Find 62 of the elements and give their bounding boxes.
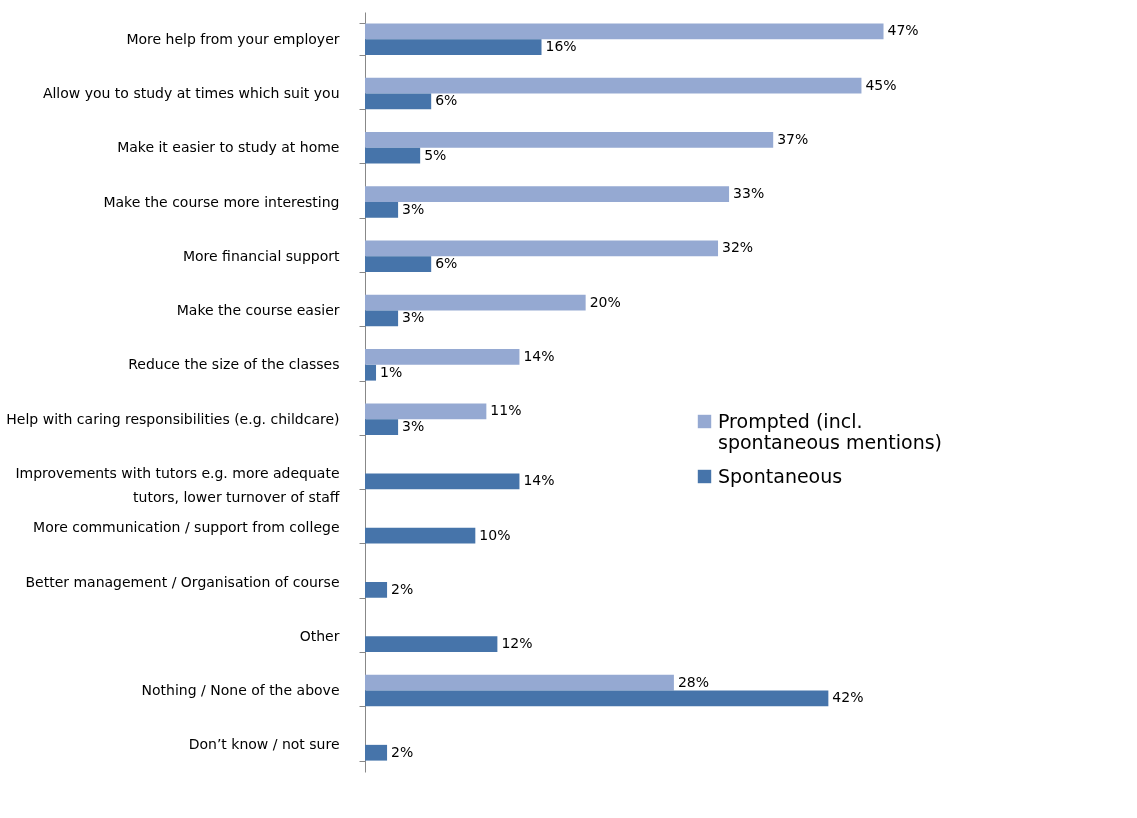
data-label: 12%	[501, 635, 533, 652]
data-label: 3%	[402, 200, 425, 217]
data-label: 32%	[722, 239, 754, 256]
data-label: 37%	[777, 130, 809, 147]
data-label: 47%	[887, 22, 919, 39]
data-label: 45%	[865, 76, 897, 93]
data-label: 16%	[545, 38, 577, 55]
data-label: 3%	[402, 418, 425, 435]
bar	[365, 39, 542, 55]
legend-label: Prompted (incl. spontaneous mentions)	[718, 409, 943, 453]
y-tick-label: More communication / support from college	[33, 519, 340, 536]
bar	[365, 690, 829, 707]
data-label: 42%	[832, 689, 864, 706]
y-tick-label: Help with caring responsibilities (e.g. childcare)	[6, 410, 340, 427]
bar	[365, 131, 774, 148]
bar	[365, 93, 432, 110]
y-tick-label: More financial support	[182, 247, 340, 264]
data-label: 28%	[677, 673, 710, 690]
data-label: 2%	[391, 743, 414, 760]
data-label: 11%	[490, 402, 522, 419]
data-label: 14%	[523, 472, 555, 489]
data-label: 2%	[391, 580, 414, 597]
data-label: 6%	[435, 255, 458, 272]
bar	[365, 364, 377, 381]
bar	[365, 256, 432, 273]
bar	[365, 674, 674, 691]
data-label: 3%	[402, 309, 425, 326]
bar	[365, 473, 520, 490]
bar	[365, 419, 399, 435]
legend-label: Spontaneous	[718, 464, 843, 487]
bar	[365, 582, 388, 598]
bar	[365, 403, 487, 420]
data-label: 14%	[523, 347, 555, 364]
y-tick-label: Reduce the size of the classes	[128, 356, 340, 373]
y-tick-label: Make the course more interesting	[103, 193, 340, 210]
bar	[365, 310, 399, 327]
y-tick-label: Nothing / None of the above	[141, 682, 340, 699]
y-tick-label: Allow you to study at times which suit you	[42, 84, 340, 101]
y-tick-label: Improvements with tutors e.g. more adequate tutors, lower turnover of staff	[15, 464, 340, 505]
bar	[365, 240, 719, 257]
bar	[365, 744, 388, 761]
data-label: 1%	[380, 363, 403, 380]
bar	[365, 527, 476, 544]
data-label: 33%	[733, 185, 765, 202]
data-label: 10%	[479, 526, 511, 543]
bar	[365, 77, 862, 94]
bar	[365, 186, 730, 202]
y-tick-label: Other	[299, 627, 340, 644]
data-label: 20%	[589, 293, 621, 310]
bar	[365, 636, 498, 653]
bar	[365, 294, 586, 311]
bar	[365, 23, 884, 40]
bar	[365, 349, 520, 365]
y-tick-label: More help from your employer	[126, 30, 340, 47]
data-label: 6%	[435, 92, 458, 109]
y-tick-label: Make it easier to study at home	[117, 139, 340, 156]
y-tick-label: Better management / Organisation of course	[25, 573, 340, 590]
bar	[365, 147, 421, 164]
y-tick-label: Make the course easier	[176, 302, 340, 319]
data-label: 5%	[424, 146, 447, 163]
y-tick-label: Don’t know / not sure	[188, 736, 340, 753]
bar	[365, 202, 399, 218]
